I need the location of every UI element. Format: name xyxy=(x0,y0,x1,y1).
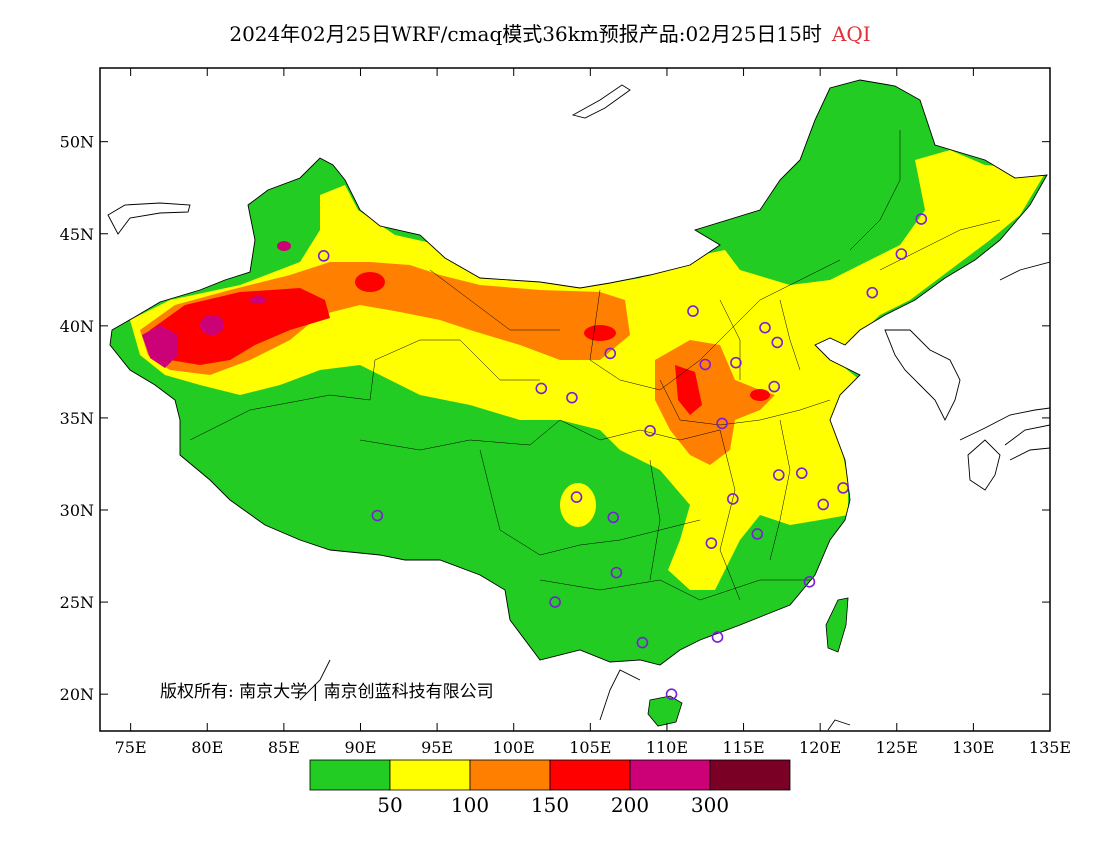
lat-tick-label: 45N xyxy=(60,225,94,244)
station-marker xyxy=(711,631,724,643)
aqi-field xyxy=(110,80,1047,727)
station-marker xyxy=(687,305,699,317)
aqi-zone-very-unhealthy xyxy=(142,325,178,368)
station-marker xyxy=(604,347,617,360)
copyright-text: 版权所有: 南京大学 | 南京创蓝科技有限公司 xyxy=(160,682,494,702)
lon-tick-label: 130E xyxy=(952,738,994,757)
station-marker xyxy=(759,321,771,334)
lat-tick-label: 40N xyxy=(60,317,94,336)
lon-tick-label: 100E xyxy=(493,738,535,757)
station-marker xyxy=(795,467,808,479)
aqi-zone-unhealthy-west xyxy=(150,288,330,365)
aqi-legend: 50 100 150 200 300 xyxy=(309,759,791,817)
station-marker xyxy=(866,286,879,299)
legend-label: 150 xyxy=(531,793,569,817)
china-border xyxy=(109,79,1048,666)
legend-label: 200 xyxy=(611,793,649,817)
hainan-island xyxy=(647,695,683,727)
title-main: 2024年02月25日WRF/cmaq模式36km预报产品:02月25日15时 xyxy=(229,22,822,46)
legend-label: 50 xyxy=(377,793,402,817)
map-title: 2024年02月25日WRF/cmaq模式36km预报产品:02月25日15时 A… xyxy=(0,18,1100,47)
station-marker xyxy=(699,358,712,371)
taiwan-island xyxy=(825,597,849,653)
aqi-zone-sensitive xyxy=(140,262,630,375)
lon-tick-label: 75E xyxy=(115,738,147,757)
lon-tick-label: 135E xyxy=(1029,738,1071,757)
station-marker xyxy=(915,213,928,225)
aqi-zone-unhealthy-gobi xyxy=(584,325,616,341)
aqi-zone-very-unhealthy-2 xyxy=(200,315,224,335)
station-marker xyxy=(716,417,728,430)
station-marker xyxy=(751,528,764,540)
coastlines xyxy=(107,84,1050,731)
lat-tick-label: 50N xyxy=(60,133,94,152)
lon-tick-label: 115E xyxy=(722,738,764,757)
station-marker xyxy=(768,380,780,393)
lat-tick-label: 35N xyxy=(60,409,94,428)
station-marker xyxy=(665,688,678,700)
lon-tick-label: 110E xyxy=(646,738,688,757)
station-marker xyxy=(535,382,548,395)
aqi-zone-sensitive-sichuan xyxy=(560,483,596,527)
lon-tick-label: 85E xyxy=(268,738,300,757)
lat-tick-label: 30N xyxy=(60,501,94,520)
lon-tick-label: 80E xyxy=(191,738,223,757)
station-marker xyxy=(772,469,785,481)
legend-swatch xyxy=(389,759,471,791)
legend-swatch xyxy=(309,759,391,791)
legend-label: 300 xyxy=(691,793,729,817)
station-marker xyxy=(607,511,620,524)
lon-tick-label: 125E xyxy=(876,738,918,757)
station-marker xyxy=(644,425,656,437)
legend-label: 100 xyxy=(451,793,489,817)
station-marker xyxy=(610,566,623,579)
aqi-zone-moderate xyxy=(130,150,1047,590)
lat-tick-label: 25N xyxy=(60,593,94,612)
station-marker xyxy=(803,576,816,588)
lon-tick-label: 90E xyxy=(344,738,376,757)
legend-swatch xyxy=(709,759,791,791)
station-marker xyxy=(570,491,583,503)
station-markers xyxy=(317,213,928,700)
aqi-zone-very-unhealthy-3 xyxy=(277,241,291,251)
lon-tick-label: 95E xyxy=(421,738,453,757)
lon-tick-label: 105E xyxy=(569,738,611,757)
station-marker xyxy=(837,482,849,494)
station-marker xyxy=(817,498,830,511)
station-marker xyxy=(895,248,908,260)
station-marker xyxy=(549,596,561,608)
aqi-zone-very-unhealthy-4 xyxy=(250,296,266,304)
station-marker xyxy=(730,356,742,369)
legend-swatch xyxy=(549,759,631,791)
map-axes: 50N 45N 40N 35N 30N 25N 20N 75E 80E 85E 90E 95E 100E… xyxy=(60,68,1071,757)
station-marker xyxy=(636,636,649,649)
lat-tick-label: 20N xyxy=(60,685,94,704)
aqi-zone-unhealthy-central xyxy=(675,365,702,415)
station-marker xyxy=(727,493,739,505)
aqi-zone-unhealthy-tarim xyxy=(355,272,385,292)
station-marker xyxy=(566,391,578,404)
legend-swatch xyxy=(629,759,711,791)
station-marker xyxy=(317,250,330,262)
legend-swatch xyxy=(469,759,551,791)
station-marker xyxy=(771,336,784,349)
title-variable: AQI xyxy=(831,22,871,46)
aqi-zone-unhealthy-hebei xyxy=(750,389,770,401)
lon-tick-label: 120E xyxy=(799,738,841,757)
station-marker xyxy=(705,537,718,549)
station-marker xyxy=(371,509,384,522)
